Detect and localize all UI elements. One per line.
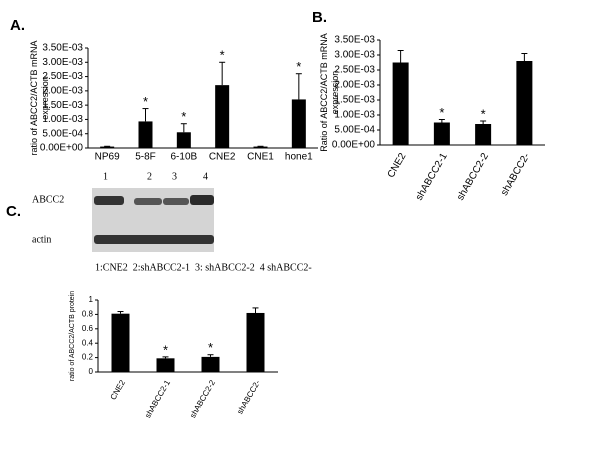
significance-mark: * [163, 342, 168, 357]
bar [246, 312, 265, 372]
y-tick-label: 2.50E-03 [42, 71, 83, 82]
bar [392, 62, 409, 145]
significance-mark: * [181, 109, 186, 124]
blot-band [190, 195, 214, 205]
y-tick-label: 1.00E-03 [334, 110, 375, 121]
bar [475, 124, 492, 145]
blot-band [94, 235, 214, 244]
panel-label: B. [312, 9, 327, 26]
x-tick-label: CNE2 [109, 378, 128, 401]
y-tick-label: 2.00E-03 [334, 80, 375, 91]
y-tick-label: 3.50E-03 [42, 43, 83, 54]
significance-mark: * [481, 106, 486, 121]
y-tick-label: 0 [89, 367, 94, 376]
panel-label: A. [10, 17, 25, 34]
western-blot [92, 188, 214, 252]
y-tick-label: 2.50E-03 [334, 65, 375, 76]
blot-band [163, 198, 189, 205]
y-tick-label: 3.00E-03 [334, 50, 375, 61]
y-axis-label: ratio of ABCC2/ACTB protein [69, 291, 76, 381]
bar [291, 99, 306, 148]
significance-mark: * [208, 340, 213, 355]
x-tick-label: 5-8F [135, 152, 156, 163]
blot-row-label: ABCC2 [32, 194, 64, 205]
y-tick-label: 3.00E-03 [42, 57, 83, 68]
x-tick-label: CNE2 [209, 152, 236, 163]
lane-number: 4 [203, 171, 208, 182]
y-tick-label: 0.2 [82, 353, 94, 362]
y-tick-label: 0.6 [82, 324, 94, 333]
y-axis-label: ratio of ABCC2/ACTB mRNA [29, 40, 39, 155]
x-tick-label: shABCC2-1 [143, 378, 172, 420]
significance-mark: * [143, 94, 148, 109]
y-tick-label: 1.50E-03 [42, 100, 83, 111]
y-tick-label: 5.00E-04 [42, 128, 83, 139]
x-tick-label: hone1 [285, 152, 313, 163]
y-tick-label: 1 [89, 295, 94, 304]
x-tick-label: CNE2 [386, 151, 409, 180]
significance-mark: * [439, 105, 444, 120]
bar [138, 121, 153, 148]
y-tick-label: 0.4 [82, 338, 94, 347]
blot-band [94, 196, 124, 205]
x-tick-label: shABCC2- [499, 151, 532, 197]
x-tick-label: 6-10B [170, 152, 197, 163]
significance-mark: * [296, 59, 301, 74]
x-tick-label: shABCC2-2 [455, 151, 491, 203]
significance-mark: * [220, 48, 225, 63]
lane-number: 2 [147, 171, 152, 182]
x-tick-label: CNE1 [247, 152, 274, 163]
bar [156, 358, 175, 372]
y-axis-label: expression [40, 76, 50, 120]
lane-number: 3 [172, 171, 177, 182]
blot-row-label: actin [32, 234, 51, 245]
y-tick-label: 1.00E-03 [42, 114, 83, 125]
y-tick-label: 2.00E-03 [42, 85, 83, 96]
y-tick-label: 3.50E-03 [334, 35, 375, 46]
y-tick-label: 1.50E-03 [334, 95, 375, 106]
bar [111, 313, 130, 372]
y-tick-label: 5.00E-04 [334, 125, 375, 136]
panel-label: C. [6, 203, 21, 220]
bar [100, 146, 115, 148]
x-tick-label: NP69 [95, 152, 120, 163]
x-tick-label: shABCC2-1 [414, 151, 450, 203]
bar [176, 132, 191, 148]
y-tick-label: 0.00E+00 [40, 143, 84, 154]
bar [433, 122, 450, 145]
x-tick-label: shABCC2-2 [188, 378, 217, 420]
y-tick-label: 0.00E+00 [332, 140, 376, 151]
bar [201, 356, 220, 372]
bar [516, 61, 533, 145]
y-axis-label: expression [330, 71, 340, 115]
blot-band [134, 198, 162, 205]
y-axis-label: Ratio of ABCC2/ACTB mRNA [319, 33, 329, 152]
x-tick-label: shABCC2- [235, 378, 262, 416]
blot-caption: 1:CNE2 2:shABCC2-1 3: shABCC2-2 4 shABCC… [95, 262, 312, 273]
bar [253, 146, 268, 148]
y-tick-label: 0.8 [82, 310, 94, 319]
bar [215, 85, 230, 148]
lane-number: 1 [103, 171, 108, 182]
